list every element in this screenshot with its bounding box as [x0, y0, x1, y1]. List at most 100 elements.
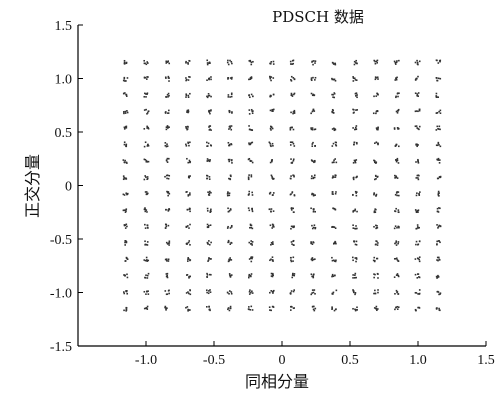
constellation-point: [314, 307, 317, 310]
constellation-point: [185, 96, 187, 98]
constellation-point: [436, 79, 438, 82]
constellation-point: [393, 227, 396, 230]
constellation-point: [418, 109, 421, 112]
constellation-point: [250, 77, 252, 80]
constellation-point: [331, 191, 334, 193]
constellation-point: [395, 207, 397, 210]
constellation-point: [147, 259, 150, 262]
constellation-point: [416, 127, 418, 129]
constellation-point: [166, 94, 169, 96]
constellation-point: [123, 128, 126, 130]
constellation-point: [414, 291, 417, 294]
constellation-point: [189, 92, 191, 95]
constellation-point: [396, 291, 398, 294]
constellation-point: [396, 76, 398, 79]
constellation-point: [435, 112, 438, 114]
constellation-point: [290, 78, 292, 81]
constellation-point: [271, 227, 274, 229]
constellation-point: [417, 211, 419, 214]
constellation-point: [352, 77, 355, 79]
constellation-point: [292, 111, 295, 113]
constellation-point: [189, 275, 192, 278]
constellation-point: [206, 223, 209, 226]
constellation-point: [313, 273, 315, 276]
constellation-point: [418, 276, 420, 278]
constellation-point: [395, 96, 397, 99]
constellation-point: [438, 207, 440, 209]
constellation-point: [230, 242, 233, 244]
constellation-point: [397, 241, 400, 243]
constellation-point: [229, 243, 232, 245]
constellation-point: [373, 307, 376, 309]
constellation-point: [290, 193, 292, 195]
constellation-point: [126, 276, 129, 279]
constellation-point: [312, 210, 315, 213]
constellation-point: [438, 240, 441, 242]
constellation-point: [311, 110, 314, 113]
constellation-point: [228, 192, 231, 195]
constellation-point: [292, 128, 295, 131]
constellation-point: [164, 227, 167, 229]
constellation-point: [290, 259, 292, 262]
constellation-point: [353, 77, 356, 80]
constellation-point: [147, 144, 150, 147]
constellation-point: [230, 93, 233, 96]
constellation-point: [166, 276, 169, 279]
constellation-point: [395, 78, 398, 81]
constellation-point: [227, 225, 229, 228]
constellation-point: [435, 144, 438, 147]
constellation-point: [416, 145, 418, 148]
constellation-point: [353, 60, 356, 63]
constellation-point: [125, 307, 128, 309]
constellation-point: [227, 77, 230, 79]
constellation-point: [208, 125, 211, 127]
constellation-point: [144, 92, 146, 95]
constellation-point: [437, 190, 440, 193]
constellation-point: [414, 61, 417, 64]
constellation-point: [272, 194, 274, 196]
constellation-point: [271, 175, 273, 178]
constellation-point: [355, 59, 358, 62]
constellation-point: [416, 257, 419, 260]
constellation-point: [229, 227, 232, 229]
constellation-point: [251, 112, 254, 115]
constellation-point: [397, 225, 399, 228]
constellation-point: [270, 241, 273, 244]
constellation-point: [145, 193, 148, 195]
constellation-point: [395, 274, 398, 276]
constellation-point: [270, 290, 273, 292]
constellation-point: [375, 60, 378, 63]
constellation-point: [227, 308, 229, 311]
constellation-point: [230, 291, 233, 293]
constellation-point: [165, 96, 168, 98]
constellation-point: [310, 293, 313, 296]
constellation-point: [168, 80, 170, 82]
constellation-point: [289, 144, 292, 146]
constellation-point: [332, 176, 335, 178]
constellation-point: [146, 274, 149, 277]
constellation-point: [332, 242, 335, 245]
constellation-point: [166, 177, 168, 180]
constellation-point: [415, 177, 418, 179]
constellation-point: [415, 243, 417, 246]
constellation-point: [210, 78, 212, 81]
constellation-point: [188, 144, 190, 147]
constellation-point: [397, 274, 400, 277]
constellation-point: [147, 76, 149, 78]
constellation-point: [185, 78, 188, 81]
constellation-point: [144, 141, 147, 144]
constellation-point: [251, 141, 254, 144]
constellation-point: [312, 108, 315, 111]
constellation-point: [293, 110, 296, 113]
constellation-point: [147, 272, 150, 275]
constellation-point: [438, 162, 441, 164]
constellation-point: [355, 191, 358, 193]
constellation-point: [229, 96, 231, 98]
constellation-point: [394, 193, 397, 196]
constellation-point: [165, 225, 168, 228]
constellation-point: [247, 176, 250, 178]
constellation-point: [228, 125, 231, 128]
constellation-point: [143, 208, 146, 211]
constellation-point: [167, 92, 170, 95]
constellation-point: [168, 192, 171, 195]
